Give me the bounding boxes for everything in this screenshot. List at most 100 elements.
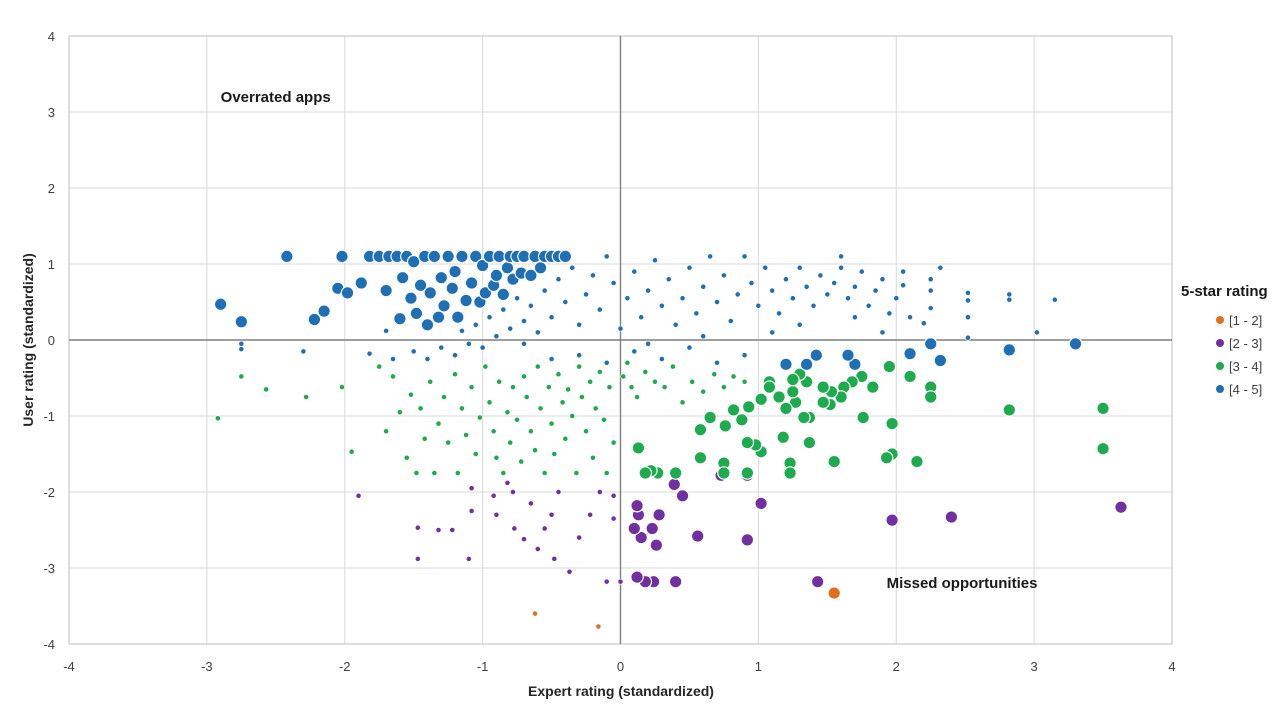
- data-point: [475, 258, 490, 273]
- data-point: [504, 409, 511, 416]
- data-point: [445, 439, 452, 446]
- data-point: [464, 276, 479, 290]
- x-axis-title: Expert rating (standardized): [528, 683, 714, 699]
- data-point: [624, 359, 631, 366]
- data-point: [638, 466, 653, 480]
- data-point: [379, 283, 393, 298]
- data-point: [559, 399, 566, 406]
- data-point: [717, 466, 731, 480]
- data-point: [521, 536, 527, 543]
- data-point: [769, 329, 776, 336]
- data-point: [1002, 343, 1017, 357]
- data-point: [627, 521, 642, 536]
- data-point: [661, 384, 668, 391]
- data-point: [533, 260, 548, 275]
- data-point: [882, 359, 897, 374]
- data-point: [714, 359, 720, 366]
- annotation-missed-opportunities: Missed opportunities: [887, 575, 1038, 592]
- y-axis-title: User rating (standardized): [20, 253, 36, 426]
- data-point: [740, 533, 755, 547]
- data-point: [238, 373, 245, 380]
- x-tick-label: 3: [1031, 659, 1038, 674]
- data-point: [527, 428, 534, 435]
- data-point: [541, 470, 548, 476]
- legend-marker: [1216, 339, 1224, 347]
- data-point: [459, 405, 465, 412]
- data-point: [789, 295, 796, 302]
- data-point: [1068, 336, 1083, 351]
- data-point: [441, 249, 455, 264]
- data-point: [879, 329, 886, 336]
- data-point: [809, 348, 824, 362]
- data-point: [796, 321, 803, 328]
- data-point: [396, 409, 403, 416]
- data-point: [923, 390, 938, 404]
- data-point: [845, 295, 851, 302]
- data-point: [431, 470, 438, 476]
- data-point: [555, 371, 562, 378]
- data-point: [465, 340, 472, 347]
- data-point: [521, 318, 527, 324]
- data-point: [679, 399, 686, 406]
- data-point: [851, 283, 858, 290]
- data-point: [866, 380, 880, 394]
- data-point: [741, 253, 748, 260]
- data-point: [414, 524, 421, 531]
- data-point: [721, 384, 727, 391]
- data-point: [449, 527, 456, 533]
- data-point: [645, 340, 651, 347]
- data-point: [965, 314, 971, 321]
- data-point: [927, 276, 934, 283]
- data-point: [679, 295, 686, 302]
- series-0: [532, 586, 842, 630]
- data-point: [562, 435, 569, 442]
- data-point: [514, 295, 520, 302]
- data-point: [596, 306, 603, 313]
- data-point: [617, 325, 624, 332]
- data-point: [438, 344, 445, 351]
- data-point: [779, 357, 793, 372]
- data-point: [803, 283, 810, 290]
- data-point: [339, 384, 345, 391]
- data-point: [827, 454, 842, 469]
- data-point: [810, 574, 825, 589]
- data-point: [383, 327, 390, 334]
- data-point: [755, 302, 762, 309]
- data-point: [645, 287, 651, 294]
- data-point: [606, 384, 613, 391]
- data-point: [340, 286, 355, 300]
- data-point: [965, 289, 971, 296]
- data-point: [797, 410, 811, 425]
- data-point: [734, 291, 741, 298]
- data-point: [617, 578, 624, 585]
- data-point: [518, 458, 525, 465]
- data-point: [238, 340, 245, 347]
- legend-marker: [1216, 385, 1224, 393]
- data-point: [493, 333, 500, 340]
- y-tick-label: -3: [43, 561, 55, 576]
- data-point: [500, 260, 515, 275]
- data-point: [452, 352, 458, 359]
- data-point: [700, 388, 707, 395]
- data-point: [500, 306, 507, 313]
- data-point: [900, 282, 907, 289]
- series-1: [355, 468, 1128, 589]
- data-point: [693, 422, 708, 437]
- data-point: [634, 394, 640, 400]
- data-point: [366, 350, 373, 357]
- data-point: [786, 384, 800, 399]
- data-point: [551, 555, 558, 562]
- data-point: [548, 511, 555, 518]
- data-point: [476, 414, 483, 421]
- data-point: [562, 299, 569, 305]
- data-point: [735, 412, 749, 427]
- data-point: [317, 304, 331, 318]
- data-point: [631, 441, 646, 455]
- data-point: [511, 525, 518, 532]
- data-point: [944, 510, 959, 524]
- data-point: [545, 384, 552, 391]
- data-point: [596, 489, 603, 495]
- data-point: [672, 321, 679, 328]
- data-point: [490, 492, 497, 499]
